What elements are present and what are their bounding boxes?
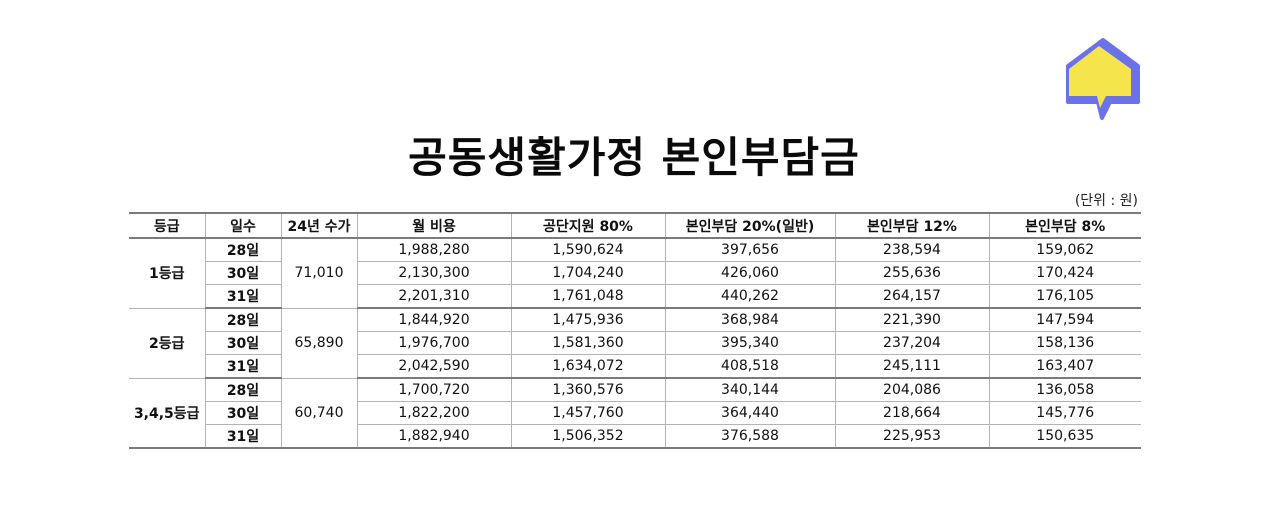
days-cell: 30일 xyxy=(205,331,282,355)
self-8-cell: 158,136 xyxy=(988,331,1141,355)
support-80-cell: 1,634,072 xyxy=(510,354,666,379)
table-row: 30일 1,822,200 1,457,760 364,440 218,664 145,7… xyxy=(129,401,1141,425)
days-cell: 31일 xyxy=(205,354,282,379)
days-cell: 31일 xyxy=(205,424,282,449)
support-80-cell: 1,761,048 xyxy=(510,284,666,309)
self-8-cell: 176,105 xyxy=(988,284,1141,309)
monthly-cost-cell: 1,700,720 xyxy=(356,377,512,402)
grade-cell: 2등급 xyxy=(129,307,206,379)
self-20-cell: 376,588 xyxy=(664,424,836,449)
support-80-cell: 1,475,936 xyxy=(510,307,666,332)
support-80-cell: 1,506,352 xyxy=(510,424,666,449)
self-12-cell: 237,204 xyxy=(834,331,990,355)
self-20-cell: 368,984 xyxy=(664,307,836,332)
self-20-cell: 364,440 xyxy=(664,401,836,425)
monthly-cost-cell: 1,976,700 xyxy=(356,331,512,355)
monthly-cost-cell: 1,882,940 xyxy=(356,424,512,449)
self-20-cell: 397,656 xyxy=(664,237,836,262)
grade-cell: 1등급 xyxy=(129,237,206,309)
self-12-cell: 221,390 xyxy=(834,307,990,332)
self-20-cell: 440,262 xyxy=(664,284,836,309)
monthly-cost-cell: 2,201,310 xyxy=(356,284,512,309)
fee-2024-cell: 71,010 xyxy=(280,237,358,309)
support-80-cell: 1,581,360 xyxy=(510,331,666,355)
days-cell: 28일 xyxy=(204,237,282,262)
table-body: 1등급 28일 71,010 1,988,280 1,590,624 397,656 238… xyxy=(129,237,1141,449)
table-row: 31일 2,201,310 1,761,048 440,262 264,157 176,1… xyxy=(129,284,1141,309)
table-row: 30일 2,130,300 1,704,240 426,060 255,636 170,4… xyxy=(129,261,1141,285)
self-12-cell: 225,953 xyxy=(834,424,990,449)
days-cell: 28일 xyxy=(204,377,282,402)
self-12-cell: 238,594 xyxy=(834,237,990,262)
days-cell: 30일 xyxy=(205,261,282,285)
self-8-cell: 147,594 xyxy=(988,307,1141,332)
self-20-cell: 395,340 xyxy=(664,331,836,355)
table-row: 3,4,5등급 28일 60,740 1,700,720 1,360,576 340,14… xyxy=(129,377,1141,449)
self-12-cell: 264,157 xyxy=(834,284,990,309)
self-8-cell: 159,062 xyxy=(988,237,1141,262)
table-row: 1등급 28일 71,010 1,988,280 1,590,624 397,656 238… xyxy=(129,237,1141,309)
monthly-cost-cell: 2,042,590 xyxy=(356,354,512,379)
page-title: 공동생활가정 본인부담금 xyxy=(408,133,860,182)
days-cell: 30일 xyxy=(205,401,282,425)
house-speech-bubble-icon xyxy=(1062,36,1144,124)
monthly-cost-cell: 1,844,920 xyxy=(356,307,512,332)
fee-2024-cell: 65,890 xyxy=(280,307,358,379)
self-8-cell: 150,635 xyxy=(988,424,1141,449)
table-row: 2등급 28일 65,890 1,844,920 1,475,936 368,984 221… xyxy=(129,307,1141,379)
table-row: 31일 1,882,940 1,506,352 376,588 225,953 150,6… xyxy=(129,424,1141,449)
header-self-12: 본인부담 12% xyxy=(834,212,990,239)
self-12-cell: 255,636 xyxy=(834,261,990,285)
support-80-cell: 1,360,576 xyxy=(510,377,666,402)
table-row: 31일 2,042,590 1,634,072 408,518 245,111 163,4… xyxy=(129,354,1141,379)
self-8-cell: 136,058 xyxy=(988,377,1141,402)
monthly-cost-cell: 1,822,200 xyxy=(356,401,512,425)
monthly-cost-cell: 2,130,300 xyxy=(356,261,512,285)
header-self-20: 본인부담 20%(일반) xyxy=(664,212,836,239)
header-fee-2024: 24년 수가 xyxy=(280,212,358,239)
self-12-cell: 245,111 xyxy=(834,354,990,379)
self-8-cell: 145,776 xyxy=(988,401,1141,425)
unit-label: (단위 : 원) xyxy=(1074,193,1138,209)
grade-cell: 3,4,5등급 xyxy=(129,377,206,449)
table-row: 30일 1,976,700 1,581,360 395,340 237,204 158,1… xyxy=(129,331,1141,355)
header-self-8: 본인부담 8% xyxy=(988,212,1141,239)
header-grade: 등급 xyxy=(129,212,206,239)
self-12-cell: 204,086 xyxy=(834,377,990,402)
support-80-cell: 1,457,760 xyxy=(510,401,666,425)
cost-table: 등급 일수 24년 수가 월 비용 공단지원 80% 본인부담 20%(일반) … xyxy=(129,212,1141,449)
monthly-cost-cell: 1,988,280 xyxy=(356,237,512,262)
table-header-row: 등급 일수 24년 수가 월 비용 공단지원 80% 본인부담 20%(일반) … xyxy=(129,212,1141,239)
days-cell: 31일 xyxy=(205,284,282,309)
self-8-cell: 163,407 xyxy=(988,354,1141,379)
header-days: 일수 xyxy=(204,212,282,239)
self-12-cell: 218,664 xyxy=(834,401,990,425)
header-monthly-cost: 월 비용 xyxy=(356,212,512,239)
self-8-cell: 170,424 xyxy=(988,261,1141,285)
support-80-cell: 1,704,240 xyxy=(510,261,666,285)
support-80-cell: 1,590,624 xyxy=(510,237,666,262)
days-cell: 28일 xyxy=(204,307,282,332)
fee-2024-cell: 60,740 xyxy=(280,377,358,449)
self-20-cell: 408,518 xyxy=(664,354,836,379)
header-support-80: 공단지원 80% xyxy=(510,212,666,239)
self-20-cell: 340,144 xyxy=(664,377,836,402)
self-20-cell: 426,060 xyxy=(664,261,836,285)
